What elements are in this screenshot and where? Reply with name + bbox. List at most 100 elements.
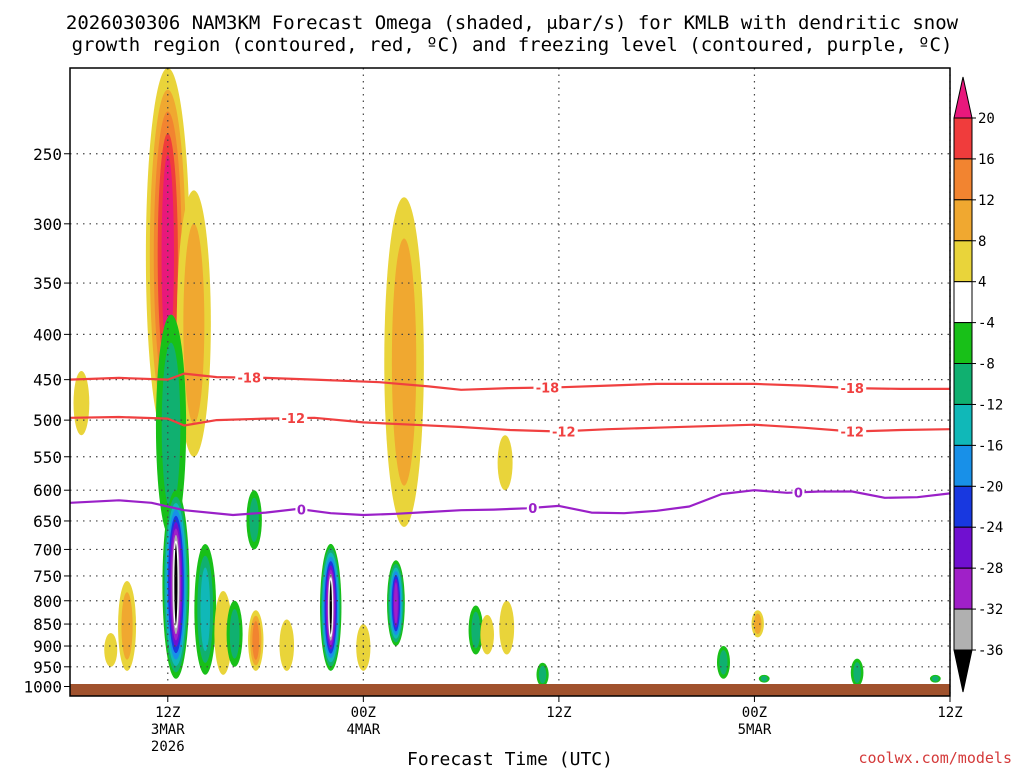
colorbar-label: -12 [978, 397, 1003, 413]
omega-cell [226, 600, 243, 667]
omega-cell [118, 581, 137, 671]
colorbar-bin [953, 281, 973, 324]
omega-level-shape [328, 578, 333, 637]
contour-label: -18 [840, 382, 864, 397]
y-tick-label: 900 [33, 637, 62, 656]
contour-label-bg [526, 500, 539, 515]
omega-cell [320, 543, 342, 671]
contour-label: 0 [794, 486, 803, 501]
y-tick-label: 950 [33, 658, 62, 677]
omega-level-shape [391, 238, 417, 486]
colorbar-label: -20 [978, 479, 1003, 495]
colorbar-bin [953, 444, 973, 487]
omega-level-shape [279, 619, 295, 671]
colorbar-label: -36 [978, 643, 1003, 659]
contour-label-bg [838, 424, 867, 439]
omega-cell [246, 490, 262, 550]
colorbar-bin [953, 404, 973, 446]
contour-label: -12 [840, 425, 864, 440]
y-tick-label: 400 [33, 325, 62, 344]
omega-level-shape [252, 621, 260, 660]
omega-level-shape [161, 342, 181, 511]
omega-level-shape [932, 675, 939, 682]
omega-cell [480, 614, 494, 655]
contour-label-bg [295, 502, 308, 517]
colorbar-label: -32 [978, 602, 1003, 618]
contour-label-bg [235, 370, 264, 385]
y-tick-label: 300 [33, 215, 62, 234]
x-tick-label: 12Z [546, 705, 571, 721]
omega-cell [536, 662, 549, 687]
surface-terrain-band [70, 684, 950, 696]
x-axis-label: Forecast Time (UTC) [407, 749, 613, 768]
y-tick-label: 500 [33, 411, 62, 430]
colorbar-bin [953, 526, 973, 569]
colorbar-label: -4 [978, 316, 995, 332]
omega-level-shape [719, 650, 728, 675]
omega-level-shape [73, 371, 90, 436]
colorbar-label: 20 [978, 111, 995, 127]
y-tick-label: 850 [33, 615, 62, 634]
omega-core-outline [328, 577, 334, 638]
contour-label-bg [533, 380, 562, 395]
y-tick-label: 800 [33, 592, 62, 611]
omega-level-shape [121, 592, 133, 660]
y-tick-label: 450 [33, 371, 62, 390]
contour-line-0C [69, 489, 951, 517]
omega-level-shape [183, 223, 205, 424]
x-tick-label: 4MAR [346, 722, 380, 738]
colorbar-label: 16 [978, 152, 995, 168]
colorbar-label: 12 [978, 193, 995, 209]
omega-cell [716, 645, 730, 679]
y-tick-label: 250 [33, 145, 62, 164]
contour-label: -12 [282, 412, 306, 427]
colorbar-bin [953, 240, 973, 283]
omega-cell [929, 674, 941, 683]
colorbar-bin [953, 322, 973, 365]
y-tick-label: 550 [33, 448, 62, 467]
omega-cell [194, 543, 217, 675]
omega-level-shape [480, 614, 494, 655]
plot-frame [69, 67, 951, 697]
omega-level-shape [229, 608, 240, 659]
colorbar-label: 4 [978, 275, 986, 291]
contour-line--12C [69, 415, 951, 433]
omega-cell [73, 371, 90, 436]
plot-area-background [70, 68, 950, 696]
omega-cell [387, 560, 405, 647]
contour-label: 0 [528, 502, 537, 517]
chart-title-line1: 2026030306 NAM3KM Forecast Omega (shaded… [66, 12, 959, 34]
omega-level-shape [760, 675, 768, 682]
contour-line--18C [69, 372, 950, 391]
omega-cell [104, 632, 118, 667]
colorbar-label: -28 [978, 561, 1003, 577]
x-tick-label: 2026 [151, 739, 185, 755]
omega-level-shape [249, 497, 259, 543]
omega-cell [499, 600, 515, 655]
colorbar-legend: 20 16 12 8 4 -4 -8 -12 -16 -20 -24 -28 -32 -36 [953, 76, 1003, 693]
y-tick-label: 600 [33, 481, 62, 500]
omega-cell [155, 314, 187, 539]
omega-cell [751, 610, 764, 638]
colorbar-label: -24 [978, 520, 1003, 536]
omega-level-shape [161, 154, 174, 356]
omega-level-shape [214, 591, 232, 675]
colorbar-label: -8 [978, 357, 995, 373]
x-tick-label: 5MAR [738, 722, 772, 738]
colorbar-bin [953, 567, 973, 610]
y-tick-label: 750 [33, 567, 62, 586]
omega-cell [162, 490, 190, 679]
omega-cell [468, 605, 483, 655]
omega-cell [497, 435, 513, 491]
omega-cell [384, 197, 424, 527]
x-tick-label: 00Z [742, 705, 767, 721]
colorbar-bin [953, 158, 973, 201]
colorbar-bin [953, 608, 973, 651]
contour-layer: -18 -18 -18 -12 -12 -12 0 0 0 [69, 370, 951, 518]
credit-text: coolwx.com/models [858, 749, 1012, 767]
omega-level-shape [471, 611, 481, 649]
colorbar-bin [953, 363, 973, 405]
contour-label: 0 [297, 503, 306, 518]
